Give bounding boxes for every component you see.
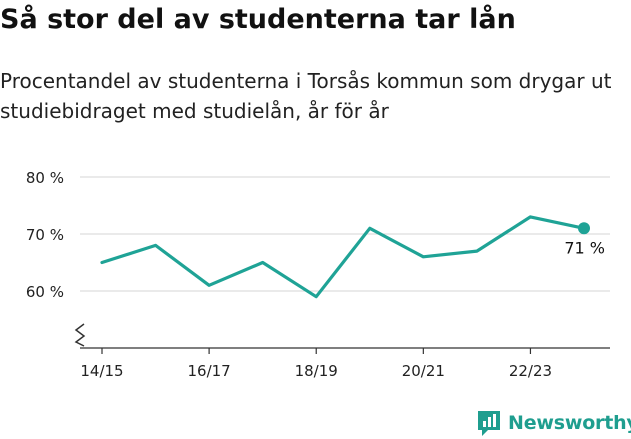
brand-logo: Newsworthy bbox=[476, 408, 631, 438]
y-axis-break-icon bbox=[74, 323, 86, 347]
newsworthy-chart-logo-icon bbox=[478, 411, 500, 436]
series-line bbox=[100, 215, 586, 299]
x-tick-label: 20/21 bbox=[402, 362, 445, 380]
x-tick-label: 18/19 bbox=[295, 362, 338, 380]
end-value-label: 71 % bbox=[564, 238, 605, 257]
x-tick-label: 22/23 bbox=[509, 362, 552, 380]
chart-subtitle: Procentandel av studenterna i Torsås kom… bbox=[0, 69, 612, 123]
brand-name: Newsworthy bbox=[508, 412, 631, 434]
chart-title: Så stor del av studenterna tar lån bbox=[0, 4, 516, 35]
line-chart: 80 % 70 % 60 % 14/15 16/17 18/19 20/21 22/23 71 … bbox=[26, 169, 610, 380]
y-tick-label: 70 % bbox=[26, 226, 64, 244]
x-tick-label: 16/17 bbox=[187, 362, 230, 380]
end-point-marker bbox=[578, 222, 590, 235]
y-tick-label: 80 % bbox=[26, 169, 64, 187]
x-tick-label: 14/15 bbox=[80, 362, 123, 380]
y-tick-label: 60 % bbox=[26, 283, 64, 301]
